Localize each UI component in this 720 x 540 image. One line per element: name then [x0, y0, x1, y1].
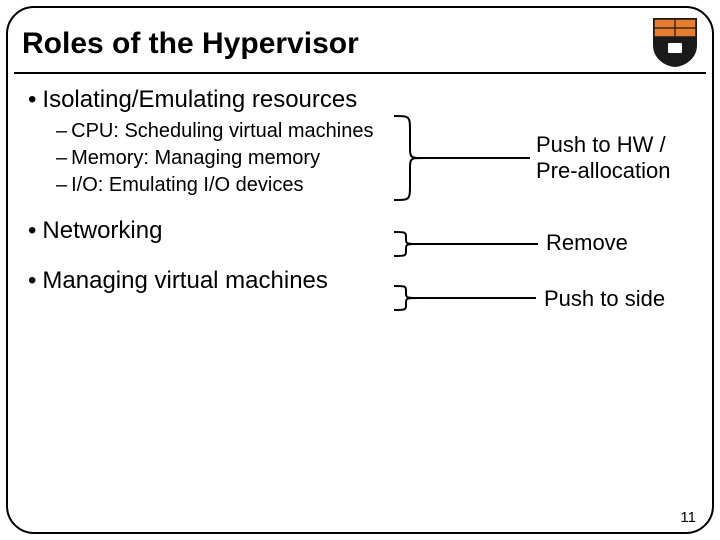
slide-title: Roles of the Hypervisor	[22, 27, 359, 61]
bullet-text: Isolating/Emulating resources	[42, 86, 357, 113]
princeton-shield-logo	[652, 17, 698, 67]
dash-icon: –	[56, 120, 67, 142]
sub-bullet-text: Memory: Managing memory	[71, 147, 320, 169]
sub-bullet-text: CPU: Scheduling virtual machines	[71, 120, 373, 142]
page-number: 11	[680, 509, 696, 526]
sub-bullet-io: –I/O: Emulating I/O devices	[56, 172, 692, 199]
bullet-dot-icon: •	[28, 217, 36, 244]
dash-icon: –	[56, 147, 67, 169]
sub-bullet-memory: –Memory: Managing memory	[56, 145, 692, 172]
dash-icon: –	[56, 174, 67, 196]
title-underline	[14, 72, 706, 74]
bullet-text: Networking	[42, 217, 162, 244]
bullet-networking: •Networking	[28, 217, 692, 245]
bullet-dot-icon: •	[28, 86, 36, 113]
bullet-text: Managing virtual machines	[42, 267, 327, 294]
bullet-isolating: •Isolating/Emulating resources	[28, 86, 692, 114]
sub-bullet-text: I/O: Emulating I/O devices	[71, 174, 303, 196]
title-bar: Roles of the Hypervisor	[16, 16, 704, 72]
content-area: •Isolating/Emulating resources –CPU: Sch…	[28, 86, 692, 500]
bullet-dot-icon: •	[28, 267, 36, 294]
bullet-managing-vms: •Managing virtual machines	[28, 267, 692, 295]
sub-bullet-cpu: –CPU: Scheduling virtual machines	[56, 118, 692, 145]
